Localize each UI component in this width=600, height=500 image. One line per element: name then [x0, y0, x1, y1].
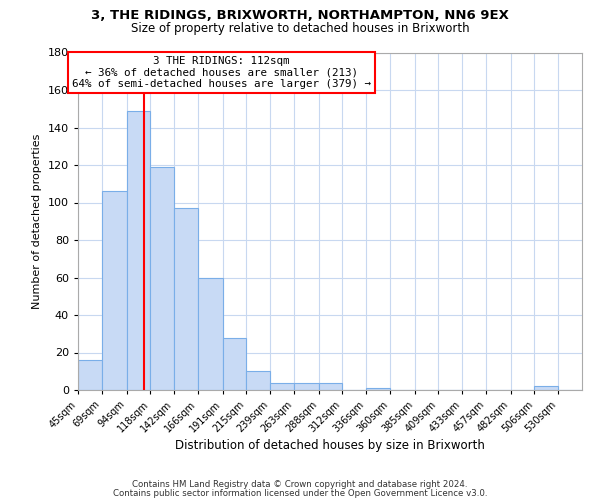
- Bar: [294, 382, 319, 390]
- Text: Size of property relative to detached houses in Brixworth: Size of property relative to detached ho…: [131, 22, 469, 35]
- Bar: [535, 386, 558, 390]
- Text: Contains public sector information licensed under the Open Government Licence v3: Contains public sector information licen…: [113, 488, 487, 498]
- Bar: [270, 382, 294, 390]
- Bar: [319, 382, 343, 390]
- Bar: [198, 278, 223, 390]
- Bar: [102, 191, 127, 390]
- Text: Contains HM Land Registry data © Crown copyright and database right 2024.: Contains HM Land Registry data © Crown c…: [132, 480, 468, 489]
- Bar: [174, 208, 198, 390]
- Bar: [78, 360, 102, 390]
- Bar: [247, 371, 270, 390]
- Text: 3, THE RIDINGS, BRIXWORTH, NORTHAMPTON, NN6 9EX: 3, THE RIDINGS, BRIXWORTH, NORTHAMPTON, …: [91, 9, 509, 22]
- Bar: [127, 110, 150, 390]
- Bar: [366, 388, 390, 390]
- X-axis label: Distribution of detached houses by size in Brixworth: Distribution of detached houses by size …: [175, 440, 485, 452]
- Bar: [223, 338, 247, 390]
- Text: 3 THE RIDINGS: 112sqm
← 36% of detached houses are smaller (213)
64% of semi-det: 3 THE RIDINGS: 112sqm ← 36% of detached …: [72, 56, 371, 89]
- Bar: [150, 167, 174, 390]
- Y-axis label: Number of detached properties: Number of detached properties: [32, 134, 42, 309]
